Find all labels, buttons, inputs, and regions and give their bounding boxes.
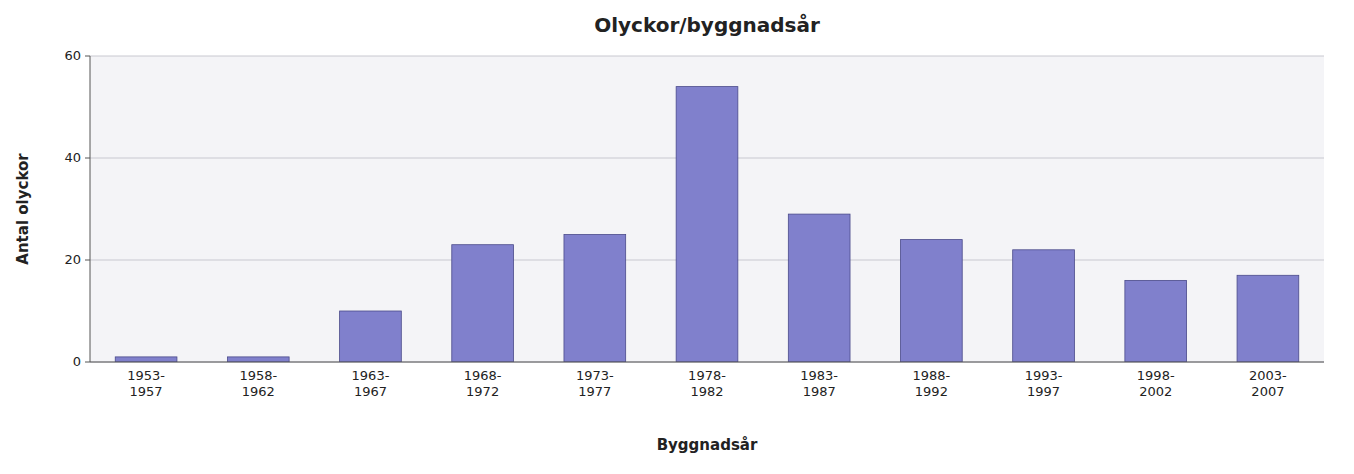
x-tick-label-line: 1972 <box>466 384 499 399</box>
x-tick-label-line: 1987 <box>803 384 836 399</box>
x-tick-label: 1998-2002 <box>1137 368 1175 399</box>
plot-background <box>90 56 1324 362</box>
x-tick-label: 1968-1972 <box>464 368 502 399</box>
grid-line <box>90 362 1324 363</box>
x-tick-label-line: 1983- <box>800 368 838 383</box>
y-tick-label: 60 <box>64 48 81 63</box>
x-tick-label-line: 1993- <box>1025 368 1063 383</box>
bar <box>788 214 850 362</box>
x-tick-label-line: 2002 <box>1139 384 1172 399</box>
chart-svg: 02040601953-19571958-19621963-19671968-1… <box>0 0 1354 474</box>
x-tick-label-line: 1982 <box>690 384 723 399</box>
y-tick <box>85 158 90 159</box>
x-tick-label-line: 1973- <box>576 368 614 383</box>
y-tick-label: 0 <box>73 354 81 369</box>
x-tick-label-line: 1967 <box>354 384 387 399</box>
x-tick-label-line: 2007 <box>1251 384 1284 399</box>
y-tick <box>85 362 90 363</box>
bars <box>115 87 1299 362</box>
bar <box>1237 275 1299 362</box>
x-tick-label-line: 1968- <box>464 368 502 383</box>
bar <box>1013 250 1075 362</box>
y-axis-label: Antal olyckor <box>14 153 32 265</box>
x-tick-label-line: 1957 <box>130 384 163 399</box>
x-tick-label-line: 1978- <box>688 368 726 383</box>
bar <box>452 245 514 362</box>
x-axis-label: Byggnadsår <box>657 436 758 454</box>
bar <box>340 311 402 362</box>
bar <box>564 235 626 363</box>
x-tick-label-line: 1953- <box>127 368 165 383</box>
grid-line <box>90 56 1324 57</box>
x-tick-label-line: 1977 <box>578 384 611 399</box>
x-axis-line <box>90 362 1324 363</box>
x-tick-label-line: 1963- <box>352 368 390 383</box>
x-tick-label: 1953-1957 <box>127 368 165 399</box>
x-tick-label-line: 1992 <box>915 384 948 399</box>
y-tick <box>85 56 90 57</box>
y-tick <box>85 260 90 261</box>
y-tick-label: 20 <box>64 252 81 267</box>
bar <box>115 357 177 362</box>
x-tick-label: 1963-1967 <box>352 368 390 399</box>
chart-title: Olyckor/byggnadsår <box>594 13 820 37</box>
x-tick-label-line: 1998- <box>1137 368 1175 383</box>
chart-container: 02040601953-19571958-19621963-19671968-1… <box>0 0 1354 474</box>
x-tick-label: 1958-1962 <box>239 368 277 399</box>
x-tick-label-line: 1958- <box>239 368 277 383</box>
bar <box>676 87 738 362</box>
x-tick-label-line: 1962 <box>242 384 275 399</box>
bar <box>901 240 963 362</box>
bar <box>1125 280 1187 362</box>
x-tick-label: 1988-1992 <box>912 368 950 399</box>
x-tick-label: 1978-1982 <box>688 368 726 399</box>
x-tick-label: 1983-1987 <box>800 368 838 399</box>
x-tick-label-line: 1988- <box>912 368 950 383</box>
x-tick-label-line: 2003- <box>1249 368 1287 383</box>
y-axis-line <box>90 56 91 362</box>
y-tick-label: 40 <box>64 150 81 165</box>
x-tick-label: 1993-1997 <box>1025 368 1063 399</box>
x-tick-label-line: 1997 <box>1027 384 1060 399</box>
x-tick-label: 2003-2007 <box>1249 368 1287 399</box>
x-tick-label: 1973-1977 <box>576 368 614 399</box>
bar <box>227 357 289 362</box>
